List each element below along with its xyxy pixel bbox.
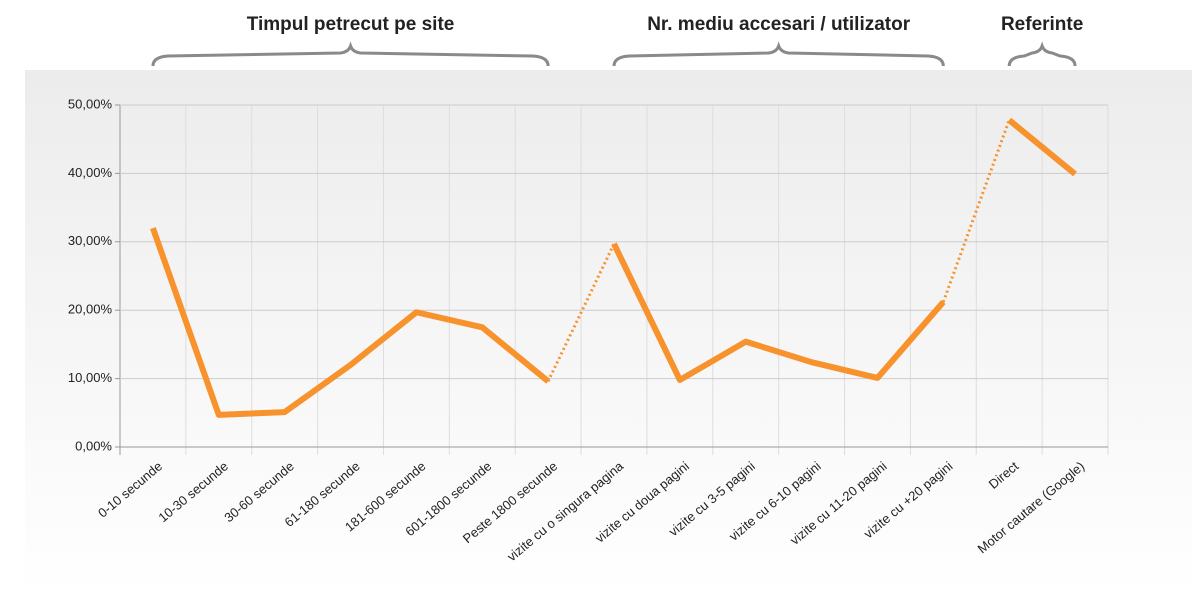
- y-tick-label: 50,00%: [68, 96, 113, 111]
- brace: [1007, 41, 1077, 67]
- y-tick-label: 30,00%: [68, 233, 113, 248]
- y-tick-label: 20,00%: [68, 302, 113, 317]
- line: [1007, 117, 1077, 177]
- group-title: Referinte: [1001, 14, 1083, 35]
- group-title: Timpul petrecut pe site: [247, 14, 455, 35]
- plot-background: [25, 70, 1192, 597]
- line: [611, 242, 946, 383]
- connector: [546, 243, 616, 382]
- brace: [151, 41, 550, 67]
- y-tick-label: 40,00%: [68, 165, 113, 180]
- line: [150, 227, 551, 418]
- group-title: Nr. mediu accesari / utilizator: [647, 14, 911, 35]
- y-tick-label: 0,00%: [75, 438, 112, 453]
- y-tick-label: 10,00%: [68, 370, 113, 385]
- connector: [941, 119, 1011, 303]
- brace: [612, 41, 945, 67]
